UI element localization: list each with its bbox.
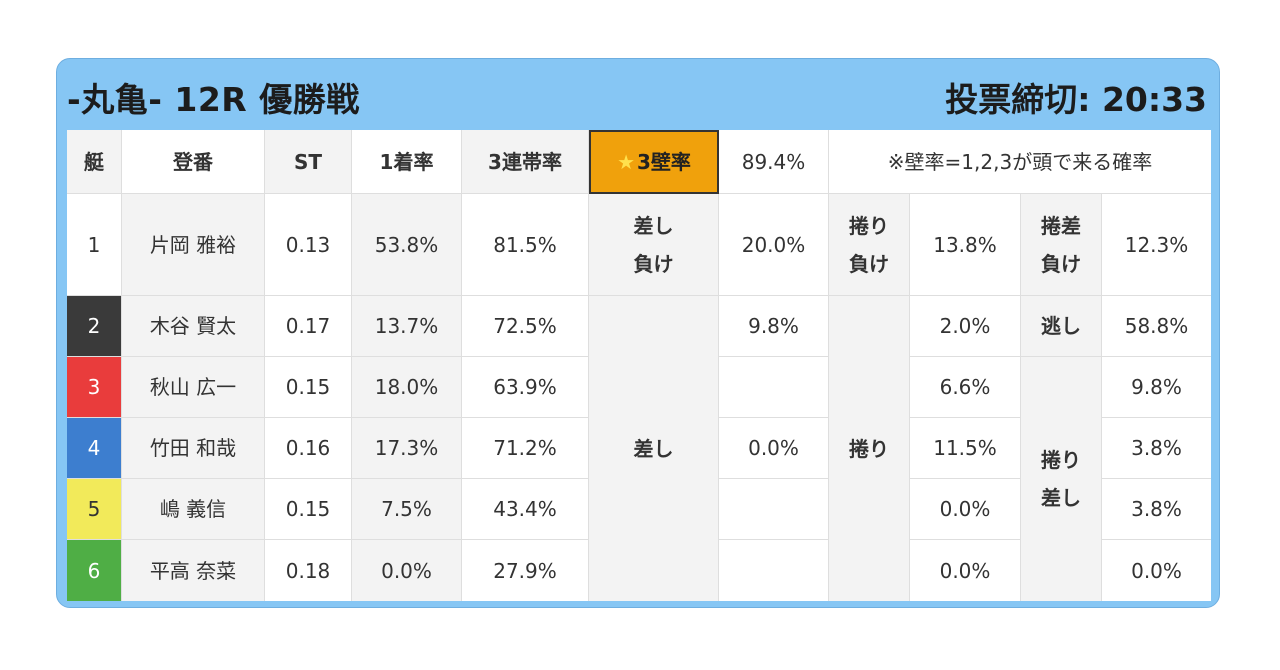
- col-header-first-rate: 1着率: [352, 130, 462, 194]
- makurizashi-value-3: 9.8%: [1102, 357, 1211, 418]
- racer-name-4: 竹田 和哉: [122, 418, 265, 479]
- racer-name-1: 片岡 雅裕: [122, 194, 265, 296]
- boat-number-2: 2: [67, 296, 122, 357]
- first-rate-6: 0.0%: [352, 540, 462, 601]
- race-title: -丸亀- 12R 優勝戦: [67, 80, 360, 119]
- racer-name-2: 木谷 賢太: [122, 296, 265, 357]
- sashi-value-6: [719, 540, 829, 601]
- makurizashi-label: 捲り 差し: [1021, 357, 1102, 601]
- st-6: 0.18: [265, 540, 352, 601]
- makurizashi-label-line2: 差し: [1041, 486, 1081, 510]
- sashi-value-4: 0.0%: [719, 418, 829, 479]
- boat-number-4: 4: [67, 418, 122, 479]
- sashi-value-5: [719, 479, 829, 540]
- nige-value: 58.8%: [1102, 296, 1211, 357]
- sashi-value-2: 9.8%: [719, 296, 829, 357]
- wall-rate-value: 89.4%: [719, 130, 829, 194]
- boat-number-6: 6: [67, 540, 122, 601]
- makurizashi-label-line1: 捲り: [1041, 448, 1081, 472]
- makurizashi-make-label-line1: 捲差: [1041, 213, 1081, 238]
- sashi-make-label-line1: 差し: [633, 213, 674, 238]
- top3-rate-2: 72.5%: [462, 296, 589, 357]
- makuri-make-value: 13.8%: [910, 194, 1021, 296]
- wall-rate-label: 3壁率: [637, 150, 691, 174]
- st-1: 0.13: [265, 194, 352, 296]
- race-table: 艇 登番 ST 1着率 3連帯率 ★ 3壁率 89.4% ※壁率=1,2,3が頭で…: [67, 130, 1211, 601]
- makurizashi-value-6: 0.0%: [1131, 558, 1182, 583]
- racer-name-6: 平高 奈菜: [122, 540, 265, 601]
- makuri-make-label: 捲り 負け: [829, 194, 910, 296]
- st-2: 0.17: [265, 296, 352, 357]
- first-rate-5: 7.5%: [352, 479, 462, 540]
- st-5: 0.15: [265, 479, 352, 540]
- makuri-value-6: 0.0%: [910, 540, 1021, 601]
- makurizashi-value-4: 3.8%: [1102, 418, 1211, 479]
- makurizashi-value-5: 3.8%: [1102, 479, 1211, 540]
- top3-rate-1: 81.5%: [462, 194, 589, 296]
- first-rate-2: 13.7%: [352, 296, 462, 357]
- makuri-make-label-line1: 捲り: [849, 213, 889, 238]
- racer-name-5: 嶋 義信: [122, 479, 265, 540]
- race-card: -丸亀- 12R 優勝戦 投票締切: 20:33 艇 登番 ST 1着率 3連帯…: [56, 58, 1220, 608]
- makuri-value-3: 6.6%: [910, 357, 1021, 418]
- first-rate-4: 17.3%: [352, 418, 462, 479]
- wall-rate-header: ★ 3壁率: [589, 130, 719, 194]
- boat-number-5: 5: [67, 479, 122, 540]
- boat-number-1: 1: [67, 194, 122, 296]
- sashi-make-value: 20.0%: [719, 194, 829, 296]
- makurizashi-make-label: 捲差 負け: [1021, 194, 1102, 296]
- wall-rate-note: ※壁率=1,2,3が頭で来る確率: [829, 130, 1211, 194]
- voting-deadline: 投票締切: 20:33: [945, 80, 1207, 119]
- top3-rate-5: 43.4%: [462, 479, 589, 540]
- racer-name-3: 秋山 広一: [122, 357, 265, 418]
- first-rate-3: 18.0%: [352, 357, 462, 418]
- col-header-st: ST: [265, 130, 352, 194]
- sashi-label: 差し: [589, 296, 719, 601]
- col-header-name: 登番: [122, 130, 265, 194]
- makuri-value-2: 2.0%: [910, 296, 1021, 357]
- nige-label: 逃し: [1021, 296, 1102, 357]
- makuri-value-4: 11.5%: [910, 418, 1021, 479]
- makuri-make-label-line2: 負け: [849, 251, 889, 276]
- top3-rate-6: 27.9%: [462, 540, 589, 601]
- makuri-value-5: 0.0%: [910, 479, 1021, 540]
- makurizashi-make-value: 12.3%: [1102, 194, 1211, 296]
- top3-rate-3: 63.9%: [462, 357, 589, 418]
- col-header-boat: 艇: [67, 130, 122, 194]
- st-4: 0.16: [265, 418, 352, 479]
- sashi-make-label-line2: 負け: [633, 251, 674, 276]
- st-3: 0.15: [265, 357, 352, 418]
- sashi-make-label: 差し 負け: [589, 194, 719, 296]
- col-header-top3-rate: 3連帯率: [462, 130, 589, 194]
- star-icon: ★: [617, 150, 635, 174]
- top3-rate-4: 71.2%: [462, 418, 589, 479]
- makurizashi-make-label-line2: 負け: [1041, 251, 1081, 276]
- makuri-label: 捲り: [829, 296, 910, 601]
- sashi-value-3: [719, 357, 829, 418]
- first-rate-1: 53.8%: [352, 194, 462, 296]
- boat-number-3: 3: [67, 357, 122, 418]
